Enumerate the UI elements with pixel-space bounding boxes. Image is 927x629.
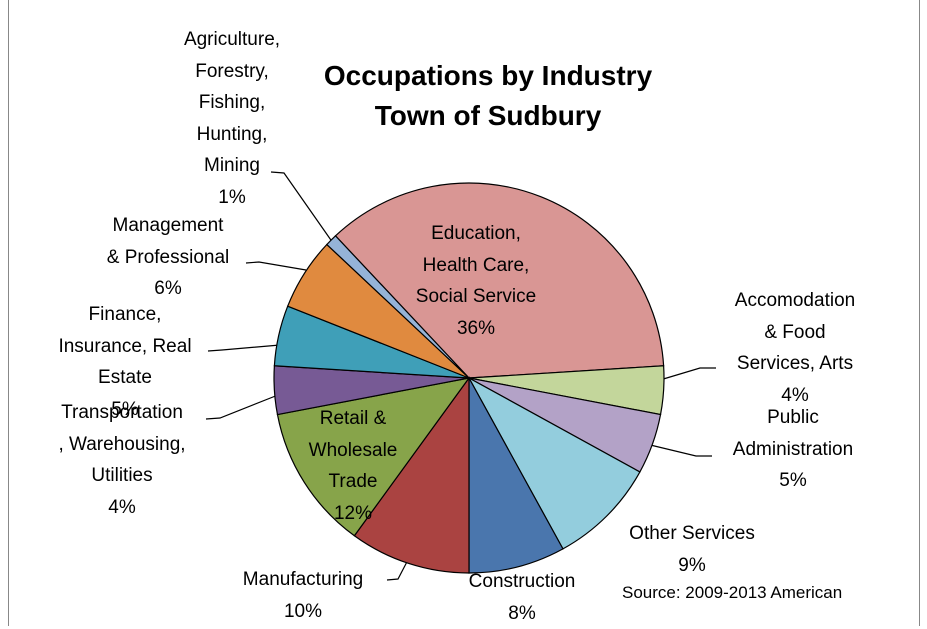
leader-line <box>659 367 716 381</box>
slice-label: Public Administration 5% <box>733 402 853 497</box>
category-name: Public Administration <box>732 407 854 460</box>
category-name: Retail & Wholesale Trade <box>308 408 398 492</box>
pie-slice <box>276 377 471 537</box>
slice-label: Accomodation & Food Services, Arts 4% <box>735 285 855 411</box>
slice-label: Agriculture, Forestry, Fishing, Hunting,… <box>184 24 280 213</box>
leader-line <box>641 442 712 457</box>
category-name: Finance, Insurance, Real Estate <box>58 304 192 388</box>
slice-label: Manufacturing 10% <box>243 564 363 627</box>
value-label: 8% <box>508 602 536 624</box>
category-name: Transportation , Warehousing, Utilities <box>58 402 186 486</box>
value-label: 9% <box>678 554 706 576</box>
value-label: 5% <box>111 398 139 420</box>
pie <box>273 182 665 574</box>
category-name: Other Services <box>629 523 755 544</box>
pie-slice <box>467 376 641 550</box>
category-name: Education, Health Care, Social Service <box>415 223 537 307</box>
value-label: 6% <box>154 278 182 299</box>
pie-slice <box>468 377 564 574</box>
category-name: Accomodation & Food Services, Arts <box>734 290 856 374</box>
title: Occupations by Industry <box>323 60 653 91</box>
category-name: Construction <box>468 571 576 592</box>
value-label: 4% <box>781 384 809 406</box>
pie-slice <box>326 235 470 379</box>
leader-line <box>207 344 281 352</box>
leader-line <box>205 394 279 420</box>
leader-line <box>386 555 411 581</box>
pie-slice <box>353 376 470 574</box>
leader-line <box>245 261 307 271</box>
slice-label: Other Services 9% <box>629 518 755 581</box>
leader-line <box>270 171 334 244</box>
source-note: Source: 2009-2013 American <box>622 583 843 602</box>
slice-label: Transportation , Warehousing, Utilities 4… <box>58 397 185 523</box>
value-label: 4% <box>108 496 136 518</box>
value-label: 1% <box>218 186 246 208</box>
pie-slice <box>334 182 665 379</box>
slice-label: Construction 8% <box>469 566 576 629</box>
slice-label: Retail & Wholesale Trade 12% <box>309 403 398 529</box>
slice-label: Finance, Insurance, Real Estate 5% <box>58 299 191 425</box>
chart-border <box>8 0 920 626</box>
slice-label: Management & Professional 6% <box>107 210 230 305</box>
subtitle: Town of Sudbury <box>374 100 602 131</box>
chart-title: Occupations by Industry Town of Sudbury <box>324 56 652 136</box>
value-label: 36% <box>456 317 496 339</box>
category-name: Manufacturing <box>242 569 364 590</box>
value-label: 12% <box>333 502 373 524</box>
category-name: Agriculture, Forestry, Fishing, Hunting,… <box>183 29 281 176</box>
slice-label: Education, Health Care, Social Service 36… <box>416 218 536 344</box>
value-label: 10% <box>283 600 323 622</box>
category-name: Management & Professional <box>106 215 230 268</box>
value-label: 5% <box>779 470 807 491</box>
leader-lines <box>205 171 716 581</box>
